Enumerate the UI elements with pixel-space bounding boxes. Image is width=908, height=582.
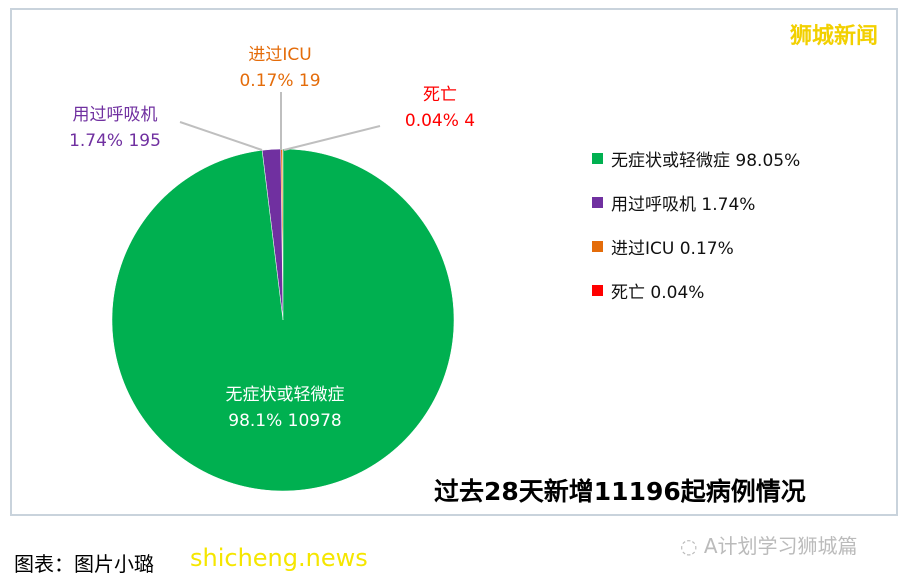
brand-logo: 狮城新闻 <box>790 24 879 49</box>
watermark: shicheng.news <box>190 544 368 572</box>
legend-item: 无症状或轻微症 98.05% <box>592 136 800 180</box>
wechat-account: ◌ A计划学习狮城篇 <box>680 534 858 558</box>
legend-item: 用过呼吸机 1.74% <box>592 180 800 224</box>
legend-item: 死亡 0.04% <box>592 268 800 312</box>
legend: 无症状或轻微症 98.05% 用过呼吸机 1.74% 进过ICU 0.17% 死… <box>592 136 800 312</box>
pie-slice-0 <box>111 148 455 492</box>
leader-line <box>283 125 381 151</box>
wechat-icon: ◌ <box>680 534 704 558</box>
data-label-1: 用过呼吸机 1.74% 195 <box>69 105 161 151</box>
caption: 图表：图片小璐 <box>14 552 154 576</box>
data-label-3: 死亡 0.04% 4 <box>404 85 476 131</box>
data-label-0: 无症状或轻微症 98.1% 10978 <box>225 385 345 431</box>
chart-title: 过去28天新增11196起病例情况 <box>434 477 806 506</box>
data-label-2: 进过ICU 0.17% 19 <box>239 45 321 91</box>
legend-item: 进过ICU 0.17% <box>592 224 800 268</box>
leader-line <box>179 121 263 151</box>
